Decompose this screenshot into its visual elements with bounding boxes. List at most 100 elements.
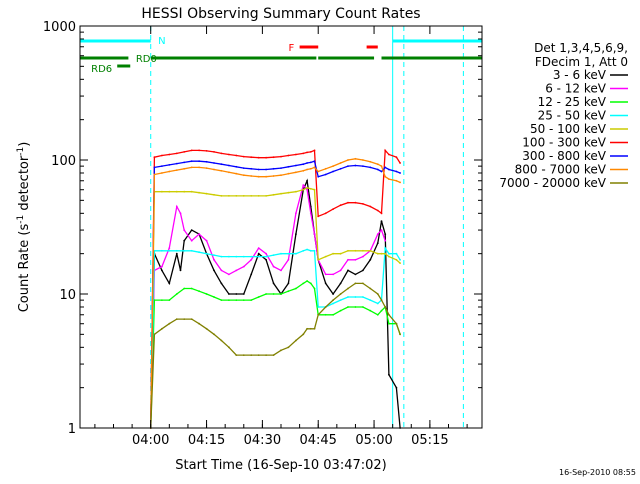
- data-point: [384, 233, 387, 236]
- data-point: [250, 299, 253, 301]
- data-point: [395, 156, 398, 159]
- data-point: [235, 255, 238, 258]
- data-point: [250, 167, 253, 170]
- data-point: [347, 258, 349, 261]
- data-point: [175, 169, 178, 172]
- data-point: [295, 164, 297, 167]
- data-point: [324, 273, 327, 276]
- legend-label: 300 - 800 keV: [522, 149, 606, 163]
- data-point: [168, 322, 171, 325]
- data-point: [250, 156, 253, 159]
- data-point: [362, 165, 364, 168]
- data-point: [190, 190, 193, 193]
- data-point: [324, 212, 327, 215]
- data-point: [302, 249, 305, 252]
- data-point: [183, 161, 186, 164]
- data-point: [265, 156, 267, 159]
- data-point: [384, 306, 387, 308]
- data-point: [175, 293, 178, 295]
- data-point: [205, 252, 208, 255]
- y-tick-label: 100: [51, 154, 76, 169]
- data-point: [257, 354, 260, 356]
- data-point: [161, 154, 163, 157]
- data-point: [369, 299, 372, 301]
- data-point: [295, 287, 297, 290]
- data-point: [250, 273, 253, 276]
- data-point: [380, 299, 383, 301]
- data-point: [242, 299, 245, 301]
- data-point: [250, 258, 253, 261]
- data-point: [175, 249, 178, 252]
- data-point: [272, 282, 275, 285]
- data-point: [228, 293, 230, 295]
- data-point: [317, 313, 320, 316]
- legend-label: 3 - 6 keV: [553, 68, 607, 82]
- data-point: [220, 269, 223, 272]
- data-point: [339, 309, 342, 312]
- data-point: [190, 160, 193, 163]
- y-tick-label: 10: [59, 288, 76, 303]
- data-point: [295, 153, 297, 156]
- plot-frame: [79, 25, 483, 429]
- chart-title: HESSI Observing Summary Count Rates: [141, 6, 420, 22]
- data-point: [362, 269, 364, 272]
- data-point: [190, 239, 193, 242]
- data-point: [395, 386, 398, 389]
- x-tick-label: 04:45: [299, 433, 336, 448]
- data-point: [228, 299, 230, 301]
- data-point: [161, 265, 163, 268]
- data-point: [302, 333, 305, 336]
- data-point: [309, 249, 312, 252]
- data-point: [161, 190, 163, 193]
- data-point: [302, 184, 305, 187]
- data-point: [265, 252, 267, 255]
- data-point: [175, 162, 178, 165]
- data-point: [235, 269, 238, 272]
- data-point: [280, 192, 282, 195]
- data-point: [228, 273, 230, 276]
- data-point: [306, 248, 308, 251]
- data-point: [272, 354, 275, 356]
- data-point: [228, 164, 230, 167]
- data-point: [161, 327, 163, 330]
- data-point: [302, 188, 305, 191]
- data-point: [213, 151, 215, 153]
- data-point: [376, 242, 379, 245]
- data-point: [369, 205, 372, 208]
- data-point: [280, 293, 282, 295]
- data-point: [183, 239, 186, 242]
- data-point: [235, 299, 238, 301]
- data-point: [213, 193, 215, 196]
- data-point: [332, 293, 334, 295]
- data-point: [388, 373, 390, 376]
- data-point: [306, 327, 308, 330]
- data-point: [309, 327, 312, 330]
- data-point: [362, 306, 364, 308]
- data-point: [213, 258, 215, 261]
- y-axis-label-end: ): [17, 142, 32, 147]
- data-point: [153, 333, 156, 336]
- data-point: [287, 258, 290, 261]
- data-point: [395, 322, 398, 325]
- series-line-5: [150, 187, 401, 429]
- data-point: [190, 249, 193, 252]
- data-point: [228, 346, 230, 349]
- data-point: [287, 165, 290, 168]
- y-axis-label-sup1: -1: [16, 215, 26, 224]
- data-point: [384, 149, 387, 152]
- data-point: [213, 254, 215, 256]
- data-point: [272, 156, 275, 159]
- data-point: [399, 333, 401, 336]
- data-point: [272, 193, 275, 196]
- data-point: [306, 151, 308, 154]
- data-point: [213, 333, 215, 336]
- data-point: [388, 168, 390, 171]
- data-point: [242, 265, 245, 268]
- data-point: [190, 166, 193, 169]
- data-point: [354, 201, 357, 204]
- data-point: [399, 262, 401, 264]
- data-point: [369, 160, 372, 163]
- data-point: [380, 212, 383, 215]
- data-point: [183, 151, 186, 153]
